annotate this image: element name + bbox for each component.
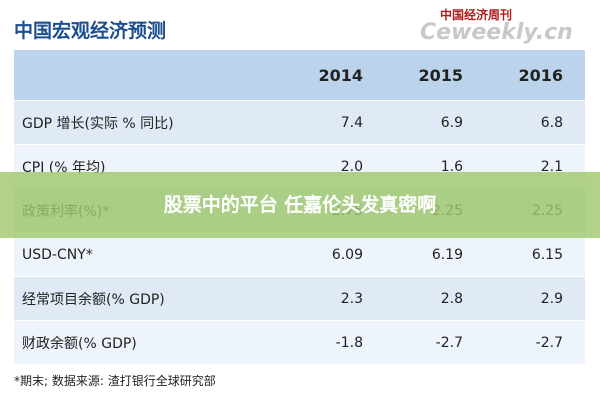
- table-row: GDP 增长(实际 % 同比) 7.4 6.9 6.8: [14, 100, 585, 145]
- value-cell: -1.8: [285, 320, 385, 364]
- row-label: USD-CNY*: [14, 232, 285, 277]
- row-label: 经常项目余额(% GDP): [14, 276, 285, 321]
- title: 中国宏观经济预测: [14, 20, 167, 42]
- value-cell: 6.9: [385, 100, 485, 145]
- value-cell: 6.15: [485, 232, 585, 277]
- table-row: USD-CNY* 6.09 6.19 6.15: [14, 232, 585, 277]
- header-row: 2014 2015 2016: [14, 50, 585, 101]
- table-row: 经常项目余额(% GDP) 2.3 2.8 2.9: [14, 276, 585, 321]
- value-cell: 2.9: [485, 276, 585, 321]
- banner[interactable]: 股票中的平台 任嘉伦头发真密啊: [0, 172, 600, 238]
- value-cell: 2.8: [385, 276, 485, 321]
- logo: 中国经济周刊: [440, 8, 513, 22]
- value-cell: 6.19: [385, 232, 485, 277]
- value-cell: 2.3: [285, 276, 385, 321]
- table-row: 财政余额(% GDP) -1.8 -2.7 -2.7: [14, 320, 585, 364]
- row-label: 财政余额(% GDP): [14, 320, 285, 364]
- row-label: GDP 增长(实际 % 同比): [14, 100, 285, 145]
- header-cell: 2016: [485, 50, 585, 101]
- value-cell: -2.7: [385, 320, 485, 364]
- value-cell: 6.09: [285, 232, 385, 277]
- value-cell: 7.4: [285, 100, 385, 145]
- header-cell: 2015: [385, 50, 485, 101]
- header-cell: [14, 50, 285, 101]
- value-cell: 6.8: [485, 100, 585, 145]
- header-cell: 2014: [285, 50, 385, 101]
- value-cell: -2.7: [485, 320, 585, 364]
- site-logo: Ceweekly.cn: [420, 20, 573, 45]
- footnote: *期末; 数据来源: 渣打银行全球研究部: [14, 374, 216, 388]
